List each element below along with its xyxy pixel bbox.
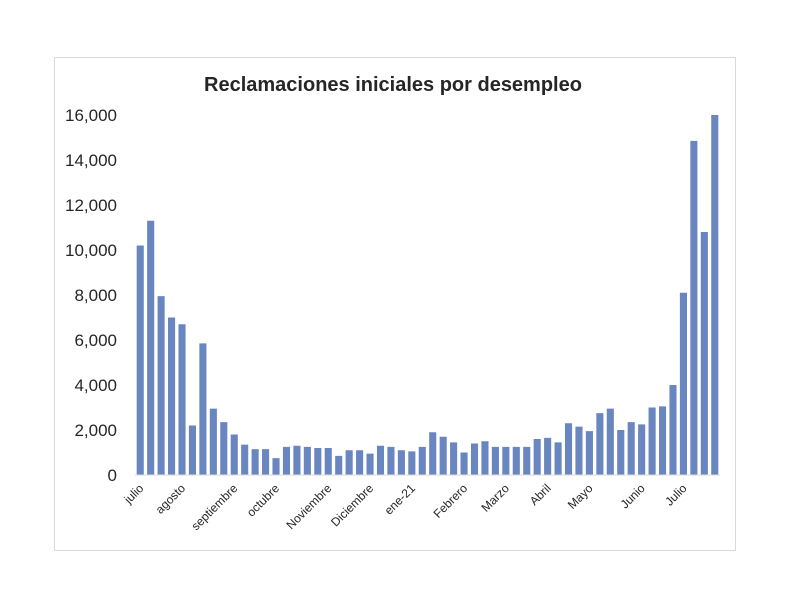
y-tick-label: 0 xyxy=(108,466,117,485)
bar xyxy=(627,422,635,476)
y-tick-label: 16,000 xyxy=(65,106,117,125)
x-tick-label: julio xyxy=(121,481,147,507)
bar xyxy=(700,232,708,475)
bar xyxy=(209,408,217,476)
bar xyxy=(658,406,667,476)
bar xyxy=(512,446,520,476)
bar xyxy=(376,445,385,475)
bar xyxy=(168,317,176,475)
bar xyxy=(418,446,426,476)
bar xyxy=(408,451,416,476)
bar xyxy=(188,425,196,475)
bar xyxy=(450,442,458,476)
bar xyxy=(335,455,343,476)
bar xyxy=(502,446,510,476)
x-tick-label: Julio xyxy=(662,481,690,509)
bar xyxy=(282,446,291,476)
bar xyxy=(533,439,541,475)
bar xyxy=(136,245,144,475)
bar xyxy=(544,437,552,476)
bar xyxy=(669,385,677,475)
x-tick-label: octubre xyxy=(244,481,282,519)
bar xyxy=(157,296,165,476)
bar xyxy=(230,434,238,475)
x-tick-label: Febrero xyxy=(431,481,471,521)
chart-frame: Reclamaciones iniciales por desempleo 0 2… xyxy=(54,57,736,551)
bar xyxy=(387,446,395,476)
bar xyxy=(356,450,364,475)
bar xyxy=(460,452,468,475)
bar xyxy=(596,413,604,476)
y-tick-label: 10,000 xyxy=(65,241,117,260)
bar xyxy=(585,431,593,476)
y-tick-label: 12,000 xyxy=(65,196,117,215)
y-tick-label: 6,000 xyxy=(74,331,117,350)
bar xyxy=(272,458,280,476)
bar xyxy=(679,292,687,475)
bar xyxy=(314,448,322,475)
bar xyxy=(303,446,311,476)
bar xyxy=(293,445,301,475)
y-axis: 0 2,000 4,000 6,000 8,000 10,000 12,000 14,000 1… xyxy=(65,106,117,485)
x-tick-label: septiembre xyxy=(188,481,240,533)
x-tick-label: agosto xyxy=(153,481,189,517)
bar xyxy=(491,446,499,476)
x-tick-label: Junio xyxy=(618,481,648,511)
bar xyxy=(617,430,625,475)
bar xyxy=(220,422,228,476)
x-tick-label: Marzo xyxy=(478,481,512,515)
bar xyxy=(606,408,614,476)
bar xyxy=(262,449,270,476)
bar xyxy=(711,115,719,475)
x-axis: julio agosto septiembre octubre NoviembreDic… xyxy=(121,474,720,533)
x-tick-label: Noviembre xyxy=(283,481,334,532)
bar xyxy=(470,443,479,475)
bar xyxy=(251,449,259,476)
bar xyxy=(564,423,573,475)
chart-title: Reclamaciones iniciales por desempleo xyxy=(204,74,582,96)
bar xyxy=(523,446,531,476)
bar xyxy=(429,432,437,475)
y-tick-label: 8,000 xyxy=(74,286,117,305)
x-tick-label: Abril xyxy=(527,481,554,508)
bar xyxy=(575,426,583,476)
y-tick-label: 2,000 xyxy=(74,421,117,440)
bar xyxy=(638,424,646,476)
bar xyxy=(439,436,447,475)
bar xyxy=(690,140,698,476)
bar xyxy=(178,324,186,475)
x-tick-label: ene-21 xyxy=(382,481,419,518)
x-tick-label: Mayo xyxy=(565,481,596,512)
bar xyxy=(345,450,353,475)
bar xyxy=(648,407,656,475)
bar xyxy=(241,444,249,476)
y-tick-label: 4,000 xyxy=(74,376,117,395)
bar xyxy=(199,343,207,476)
bar xyxy=(324,448,332,475)
bar xyxy=(554,442,562,476)
y-tick-label: 14,000 xyxy=(65,151,117,170)
bar xyxy=(366,453,374,476)
bar xyxy=(147,220,155,475)
bar xyxy=(481,441,489,475)
bar xyxy=(397,450,405,475)
bar-chart: Reclamaciones iniciales por desempleo 0 2… xyxy=(65,74,720,533)
bar-series xyxy=(136,115,719,476)
x-tick-label: Diciembre xyxy=(328,481,376,529)
